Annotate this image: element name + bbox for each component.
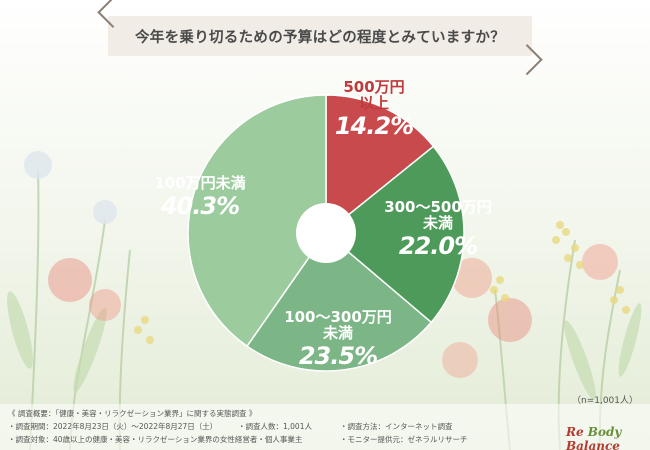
slice-category: 300〜500万円 xyxy=(384,198,492,216)
slice-category: 100万円未満 xyxy=(154,174,246,192)
survey-provider: ・モニター提供元：ゼネラルリサーチ xyxy=(340,435,468,444)
slice-label-300-500: 300〜500万円 未満 22.0% xyxy=(372,198,504,260)
brand-logo: Re Body Balance xyxy=(566,425,622,450)
pie-slice xyxy=(187,94,327,348)
survey-period: ・調査期間：2022年8月23日（火）〜2022年8月27日（土） xyxy=(8,422,218,431)
slice-category-line2: 以上 xyxy=(358,93,389,112)
survey-target: ・調査対象：40歳以上の健康・美容・リラクゼーション業界の女性経営者・個人事業主 xyxy=(8,435,303,444)
survey-footer: 《 調査概要：「健康・美容・リラクゼーション業界」に関する実態調査 》 ・調査期… xyxy=(0,404,650,450)
slice-label-under-100: 100万円未満 40.3% xyxy=(140,174,260,220)
slice-value: 40.3% xyxy=(160,191,240,220)
slice-category-line2: 未満 xyxy=(322,323,353,342)
pie-slice xyxy=(245,231,433,372)
slice-category: 100〜300万円 xyxy=(284,308,392,326)
survey-overview: 《 調査概要：「健康・美容・リラクゼーション業界」に関する実態調査 》 xyxy=(8,409,257,418)
pie-slice xyxy=(324,145,465,324)
survey-method: ・調査方法：インターネット調査 xyxy=(340,422,453,431)
slice-category: 500万円 xyxy=(343,78,405,96)
survey-respondents: ・調査人数：1,001人 xyxy=(238,422,312,431)
slice-label-100-300: 100〜300万円 未満 23.5% xyxy=(272,308,404,370)
slice-category-line2: 未満 xyxy=(422,213,453,232)
slice-value: 14.2% xyxy=(334,111,414,140)
slice-value: 22.0% xyxy=(398,231,478,260)
slice-label-500-plus: 500万円 以上 14.2% xyxy=(334,78,414,140)
sample-size: （n=1,001人） xyxy=(571,396,638,406)
chart-title: 今年を乗り切るための予算はどの程度とみていますか？ xyxy=(108,16,532,56)
pie-slice xyxy=(325,94,435,235)
donut-hole xyxy=(296,203,356,263)
slice-value: 23.5% xyxy=(298,341,378,370)
